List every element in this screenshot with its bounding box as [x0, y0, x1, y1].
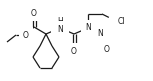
Text: N: N [85, 23, 91, 32]
Text: N: N [97, 29, 103, 38]
Text: O: O [31, 9, 37, 17]
Text: O: O [104, 44, 110, 53]
Text: O: O [23, 31, 29, 40]
Text: N: N [57, 24, 63, 34]
Text: H: H [57, 17, 63, 26]
Text: Cl: Cl [118, 17, 125, 26]
Text: O: O [71, 46, 77, 55]
